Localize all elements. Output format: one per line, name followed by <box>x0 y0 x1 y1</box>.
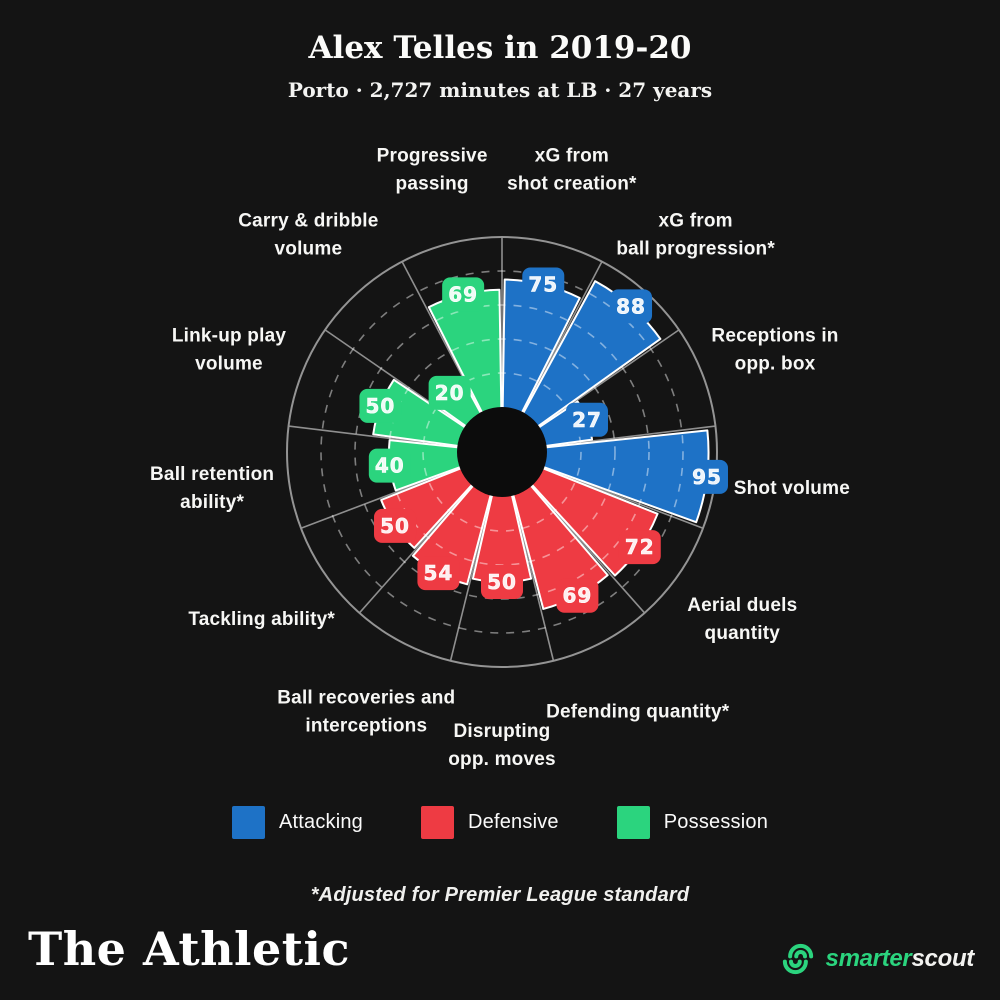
value-badge-number: 95 <box>692 465 722 489</box>
segment-label: Progressive passing <box>377 145 488 194</box>
legend-swatch-defensive <box>421 806 455 839</box>
dashed-grid-circle-20 <box>422 372 582 532</box>
value-badge <box>618 530 661 565</box>
dashed-grid-circle-80 <box>320 270 684 634</box>
page-subtitle: Porto · 2,727 minutes at LB · 27 years <box>287 78 713 102</box>
value-badge <box>522 267 565 302</box>
radial-grid-line <box>529 483 646 614</box>
segment-label: Link-up play volume <box>172 325 287 374</box>
value-badge <box>359 388 402 423</box>
outer-ring <box>286 236 718 668</box>
value-badge-number: 69 <box>563 584 593 608</box>
radial-grid-line <box>521 261 603 415</box>
segment-label: Ball retention ability* <box>150 464 274 513</box>
the-athletic-logo: The Athletic <box>28 922 351 976</box>
value-badge-number: 40 <box>375 454 405 478</box>
chart-legend: Attacking Defensive Possession <box>0 806 1000 839</box>
value-badge <box>442 277 485 312</box>
segment-label: xG from shot creation* <box>507 145 637 194</box>
radial-grid-line <box>324 329 468 429</box>
radial-grid-line <box>536 329 680 429</box>
value-badge <box>417 556 460 591</box>
value-badge-number: 50 <box>487 570 517 594</box>
segment-label: Ball recoveries and interceptions <box>277 688 455 737</box>
segment-label: Tackling ability* <box>188 609 335 630</box>
segment-label: Shot volume <box>734 478 850 499</box>
value-badge <box>565 402 608 437</box>
radial-grid-line <box>541 466 704 529</box>
value-badge-number: 88 <box>616 294 646 318</box>
radial-grid-line <box>288 425 460 448</box>
center-hole <box>457 407 547 497</box>
value-badge-number: 54 <box>424 561 454 585</box>
value-badge <box>685 459 728 494</box>
legend-item-possession: Possession <box>616 806 769 839</box>
segment-label: Disrupting opp. moves <box>448 721 556 770</box>
value-badge <box>428 375 471 410</box>
legend-label-defensive: Defensive <box>468 811 559 833</box>
legend-swatch-possession <box>616 806 650 839</box>
radial-grid-line <box>449 493 493 661</box>
value-badge <box>368 448 411 483</box>
value-badge-number: 50 <box>366 394 396 418</box>
value-badge <box>481 565 523 599</box>
legend-item-attacking: Attacking <box>231 806 364 839</box>
radial-grid-line <box>544 425 716 448</box>
radial-grid-line <box>511 493 555 661</box>
value-badge-number: 27 <box>572 408 602 432</box>
segment-label: Receptions in opp. box <box>711 325 838 374</box>
radial-grid-line <box>358 483 475 614</box>
legend-swatch-attacking <box>231 806 265 839</box>
value-badge <box>610 289 653 324</box>
segment-label: Carry & dribble volume <box>238 210 378 259</box>
page-title: Alex Telles in 2019-20 <box>308 30 692 66</box>
value-badge <box>374 508 417 543</box>
smarterscout-wordmark: smarterscout <box>825 945 975 973</box>
radial-grid-line <box>300 466 463 529</box>
segment-label: Defending quantity* <box>546 702 730 723</box>
segment-label: xG from ball progression* <box>616 210 775 259</box>
value-badge-number: 50 <box>380 514 410 538</box>
value-badge-number: 72 <box>625 535 655 559</box>
legend-item-defensive: Defensive <box>421 806 559 839</box>
value-badge-number: 69 <box>448 282 478 306</box>
value-badge-number: 75 <box>528 273 558 297</box>
footnote: *Adjusted for Premier League standard <box>310 884 690 906</box>
smarterscout-word-smarter: smarter <box>825 945 912 972</box>
smarterscout-word-scout: scout <box>911 945 974 972</box>
smarterscout-s-icon <box>782 943 813 975</box>
value-badge <box>556 578 599 613</box>
legend-label-possession: Possession <box>663 811 769 833</box>
smarterscout-logo: smarterscout <box>777 938 974 980</box>
legend-label-attacking: Attacking <box>278 811 364 833</box>
value-badge-number: 20 <box>435 381 465 405</box>
segment-label: Aerial duels quantity <box>687 595 797 644</box>
